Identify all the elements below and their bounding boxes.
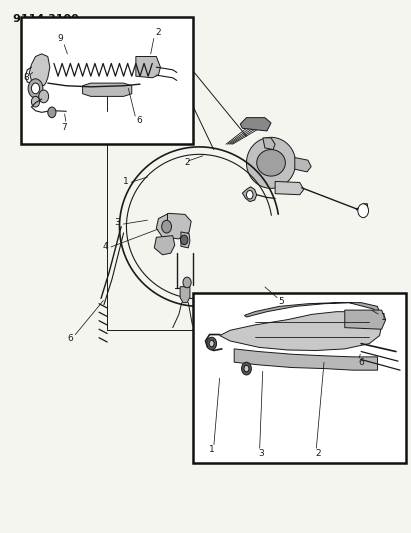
Polygon shape bbox=[345, 310, 386, 329]
Circle shape bbox=[39, 90, 48, 103]
Polygon shape bbox=[220, 312, 382, 351]
Polygon shape bbox=[275, 181, 304, 195]
Circle shape bbox=[183, 277, 191, 288]
Circle shape bbox=[28, 79, 43, 98]
Polygon shape bbox=[234, 349, 378, 370]
Text: 1: 1 bbox=[123, 177, 129, 186]
Circle shape bbox=[207, 337, 217, 350]
Text: 5: 5 bbox=[278, 296, 284, 305]
Circle shape bbox=[31, 83, 39, 94]
Circle shape bbox=[242, 362, 252, 375]
Text: 6: 6 bbox=[358, 358, 364, 367]
Polygon shape bbox=[240, 118, 271, 131]
Circle shape bbox=[48, 107, 56, 118]
Circle shape bbox=[358, 204, 369, 217]
Bar bbox=[193, 293, 406, 463]
Text: 2: 2 bbox=[184, 158, 190, 167]
Text: 3: 3 bbox=[258, 449, 264, 458]
Polygon shape bbox=[136, 56, 160, 78]
Text: 9: 9 bbox=[57, 35, 63, 44]
Polygon shape bbox=[245, 303, 382, 320]
Text: 1: 1 bbox=[381, 312, 387, 321]
Polygon shape bbox=[247, 138, 296, 188]
Polygon shape bbox=[156, 213, 191, 239]
Text: 3: 3 bbox=[115, 219, 120, 228]
Polygon shape bbox=[242, 187, 257, 201]
Polygon shape bbox=[29, 54, 50, 86]
Polygon shape bbox=[295, 158, 311, 172]
Text: 8: 8 bbox=[23, 73, 29, 82]
Circle shape bbox=[247, 190, 253, 199]
Text: 4: 4 bbox=[102, 242, 108, 251]
Circle shape bbox=[244, 366, 249, 372]
Polygon shape bbox=[83, 83, 132, 96]
Text: 2: 2 bbox=[315, 449, 321, 458]
Circle shape bbox=[180, 235, 188, 245]
Bar bbox=[21, 17, 193, 144]
Polygon shape bbox=[154, 236, 175, 255]
Text: 2: 2 bbox=[156, 28, 161, 37]
Polygon shape bbox=[263, 138, 275, 150]
Text: 1: 1 bbox=[209, 446, 215, 455]
Circle shape bbox=[209, 341, 214, 347]
Text: 6: 6 bbox=[67, 334, 73, 343]
Polygon shape bbox=[180, 287, 190, 303]
Text: 9114 3100: 9114 3100 bbox=[13, 14, 79, 24]
Polygon shape bbox=[181, 232, 190, 248]
Polygon shape bbox=[257, 150, 285, 176]
Text: 6: 6 bbox=[136, 116, 142, 125]
Text: 7: 7 bbox=[61, 123, 67, 132]
Circle shape bbox=[162, 220, 171, 233]
Circle shape bbox=[31, 96, 39, 107]
